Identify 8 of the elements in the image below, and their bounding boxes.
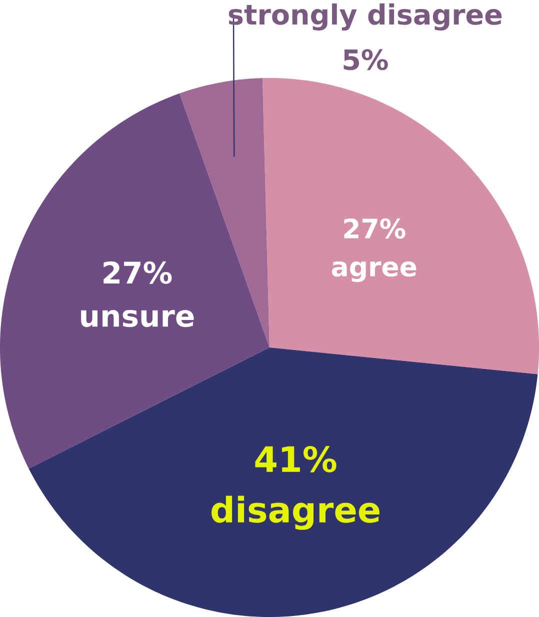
data-label: 41% (255, 446, 336, 472)
data-label: 5% (344, 49, 388, 70)
slice-label: disagree (212, 496, 380, 530)
slice-label: unsure (81, 310, 194, 328)
slice-label: strongly disagree (228, 3, 502, 31)
slice-label: agree (332, 261, 416, 282)
data-label: 27% (104, 261, 172, 284)
data-label: 27% (344, 218, 406, 239)
